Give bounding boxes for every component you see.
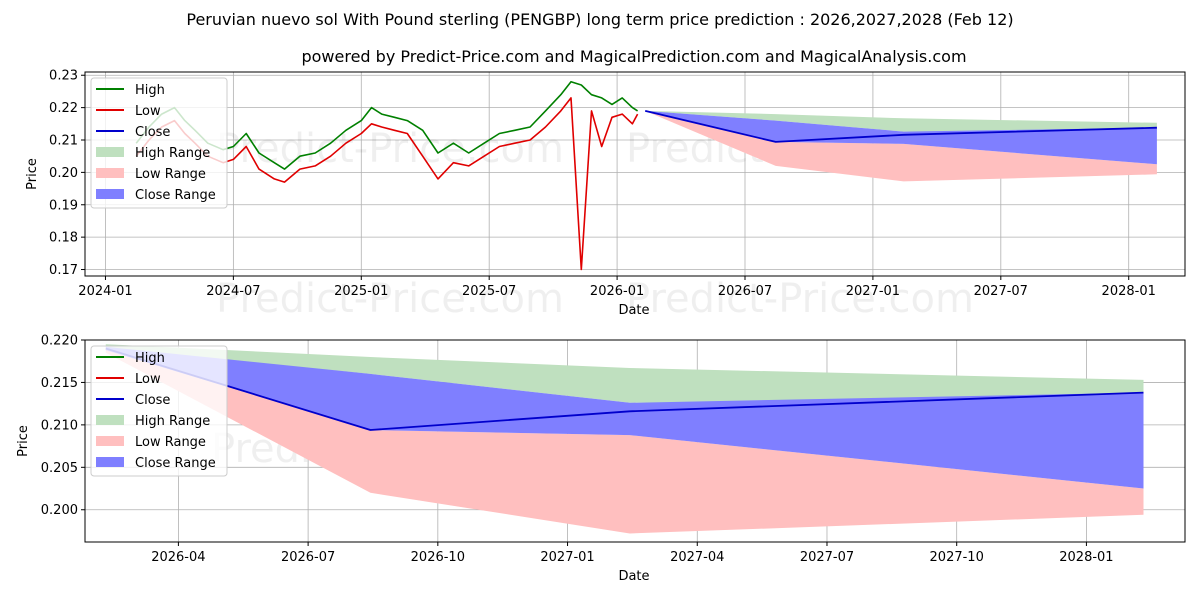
legend-swatch-patch bbox=[96, 457, 124, 467]
x-tick-label: 2026-10 bbox=[411, 550, 465, 565]
x-tick-label: 2025-07 bbox=[462, 284, 516, 299]
y-tick-label: 0.22 bbox=[49, 101, 78, 116]
legend-label: Low bbox=[135, 104, 161, 119]
legend-swatch-patch bbox=[96, 147, 124, 157]
legend-label: Close bbox=[135, 393, 170, 408]
overview-panel: Predict-Price.com Predict-Price.com Predic… bbox=[25, 69, 1186, 322]
legend-label: Low Range bbox=[135, 167, 206, 182]
y-tick-label: 0.215 bbox=[41, 376, 78, 391]
chart-subtitle: powered by Predict-Price.com and Magical… bbox=[301, 47, 966, 66]
zoom-panel: Predict-Price.comPredict-Price.com2026-0… bbox=[16, 334, 1186, 584]
legend-label: High bbox=[135, 351, 165, 366]
y-axis-label: Price bbox=[25, 158, 40, 190]
watermark-text: Predict-Price.com bbox=[216, 276, 564, 322]
legend-swatch-patch bbox=[96, 415, 124, 425]
y-tick-label: 0.23 bbox=[49, 69, 78, 84]
y-tick-label: 0.21 bbox=[49, 134, 78, 149]
watermark-text: Predict-Price.com bbox=[626, 276, 974, 322]
x-axis-label: Date bbox=[618, 569, 649, 584]
x-tick-label: 2026-04 bbox=[151, 550, 205, 565]
y-tick-label: 0.220 bbox=[41, 334, 78, 349]
x-tick-label: 2027-07 bbox=[974, 284, 1028, 299]
legend-label: Close bbox=[135, 125, 170, 140]
legend-label: Close Range bbox=[135, 188, 216, 203]
x-tick-label: 2024-01 bbox=[78, 284, 132, 299]
x-axis-label: Date bbox=[618, 303, 649, 318]
x-tick-label: 2027-10 bbox=[930, 550, 984, 565]
x-tick-label: 2026-01 bbox=[590, 284, 644, 299]
legend-swatch-patch bbox=[96, 189, 124, 199]
legend-swatch-patch bbox=[96, 168, 124, 178]
x-tick-label: 2027-01 bbox=[540, 550, 594, 565]
x-tick-label: 2027-01 bbox=[846, 284, 900, 299]
legend: High Low Close High Range Low Range Close Ran… bbox=[90, 77, 228, 209]
legend-label: High Range bbox=[135, 414, 210, 429]
y-tick-label: 0.17 bbox=[49, 263, 78, 278]
y-tick-label: 0.20 bbox=[49, 166, 78, 181]
axes-frame bbox=[84, 339, 1186, 543]
x-tick-label: 2026-07 bbox=[281, 550, 335, 565]
legend-label: Close Range bbox=[135, 456, 216, 471]
legend-swatch-patch bbox=[96, 436, 124, 446]
close-range-band bbox=[105, 346, 1144, 489]
plot-area bbox=[105, 344, 1144, 534]
x-tick-label: 2027-04 bbox=[670, 550, 724, 565]
legend-box bbox=[90, 345, 228, 477]
watermark-text: Predict-Price.com bbox=[216, 126, 564, 172]
close-forecast-line bbox=[105, 347, 1144, 431]
legend-box bbox=[90, 77, 228, 209]
legend-label: Low bbox=[135, 372, 161, 387]
close-range-band bbox=[645, 110, 1157, 165]
plot-area bbox=[135, 80, 1157, 271]
y-tick-label: 0.200 bbox=[41, 503, 78, 518]
high-range-band bbox=[645, 110, 1157, 132]
y-tick-label: 0.19 bbox=[49, 198, 78, 213]
x-tick-label: 2027-07 bbox=[800, 550, 854, 565]
legend-label: High Range bbox=[135, 146, 210, 161]
x-tick-label: 2025-01 bbox=[334, 284, 388, 299]
y-tick-label: 0.18 bbox=[49, 231, 78, 246]
x-tick-label: 2024-07 bbox=[206, 284, 260, 299]
y-tick-label: 0.205 bbox=[41, 461, 78, 476]
x-tick-label: 2028-01 bbox=[1059, 550, 1113, 565]
low-range-band bbox=[645, 110, 1157, 182]
high-range-band bbox=[105, 344, 1144, 403]
legend: High Low Close High Range Low Range Close Ran… bbox=[90, 345, 228, 477]
legend-label: High bbox=[135, 83, 165, 98]
x-tick-label: 2028-01 bbox=[1102, 284, 1156, 299]
low-range-band bbox=[105, 348, 1144, 534]
chart-title: Peruvian nuevo sol With Pound sterling (… bbox=[186, 10, 1013, 29]
close-forecast-line bbox=[644, 110, 1157, 143]
legend-label: Low Range bbox=[135, 435, 206, 450]
y-tick-label: 0.210 bbox=[41, 418, 78, 433]
x-tick-label: 2026-07 bbox=[718, 284, 772, 299]
y-axis-label: Price bbox=[16, 425, 31, 457]
axes-frame bbox=[84, 71, 1186, 277]
